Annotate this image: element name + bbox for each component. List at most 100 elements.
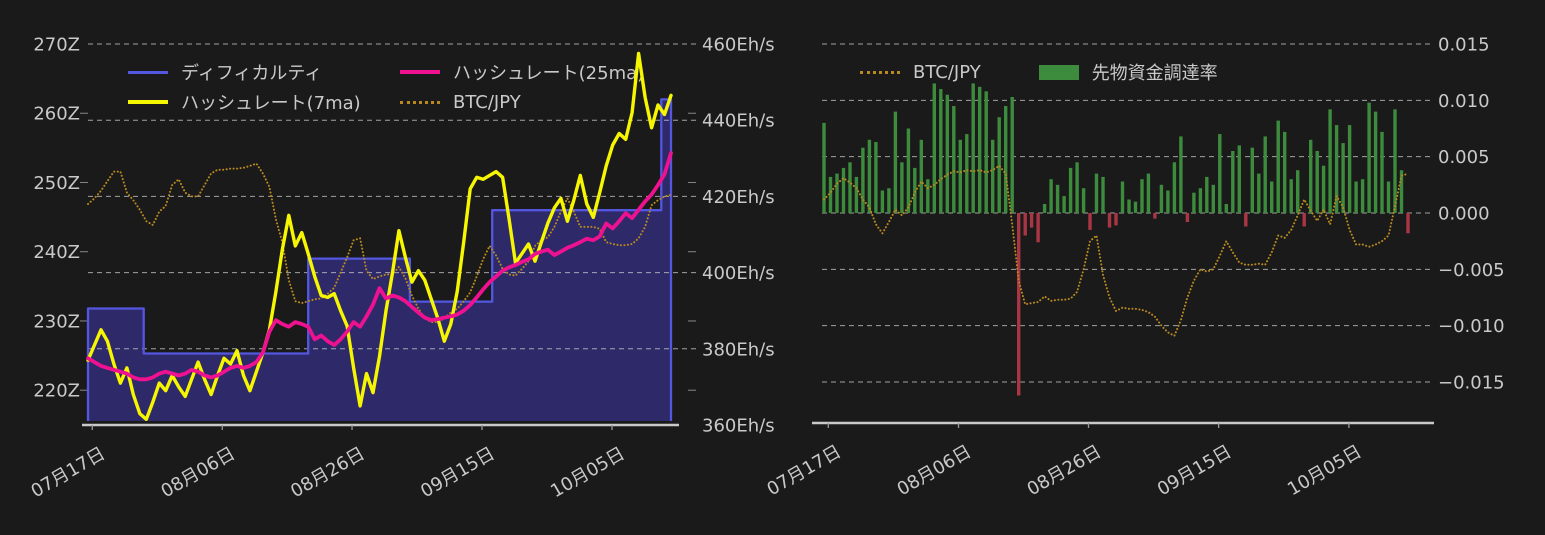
funding-bar <box>1120 181 1125 213</box>
legend-label-btcjpy-right: BTC/JPY <box>913 61 981 83</box>
y-axis-right-label: 460Eh/s <box>702 35 775 56</box>
funding-bar <box>861 147 865 213</box>
funding-bar <box>1315 151 1319 213</box>
legend-label-hashrate-25ma: ハッシュレート(25ma) <box>453 63 645 84</box>
y-axis-right-label: 0.015 <box>1438 34 1490 55</box>
funding-bar <box>893 111 898 213</box>
funding-bar <box>1017 213 1021 396</box>
x-tick-label: 10月05日 <box>547 443 628 502</box>
legend-item-hashrate-25ma[interactable]: ハッシュレート(25ma) <box>400 59 644 85</box>
funding-bar <box>1029 213 1034 228</box>
funding-bar <box>1386 181 1391 213</box>
funding-bar <box>1296 170 1300 213</box>
btcjpy-dotted-line <box>87 162 672 324</box>
legend-label-btcjpy-left: BTC/JPY <box>453 91 521 113</box>
legend-label-funding-rate: 先物資金調達率 <box>1091 63 1218 84</box>
y-axis-right-label: −0.010 <box>1438 316 1505 337</box>
funding-bar <box>997 117 1001 213</box>
funding-bar <box>1159 184 1164 213</box>
funding-bar <box>1399 170 1404 213</box>
difficulty-step-line <box>86 98 673 421</box>
funding-bar <box>1172 162 1177 213</box>
funding-bar <box>1179 136 1183 213</box>
funding-bar <box>945 94 949 213</box>
funding-bar <box>1153 213 1157 219</box>
funding-bar <box>880 190 885 213</box>
legend-item-hashrate-7ma[interactable]: ハッシュレート(7ma) <box>128 89 400 115</box>
funding-bar <box>1309 139 1313 213</box>
funding-bar <box>841 167 846 213</box>
y-axis-right-label: 440Eh/s <box>702 111 775 132</box>
funding-bar <box>965 134 969 213</box>
funding-bar <box>1185 213 1190 222</box>
funding-bar <box>1231 151 1235 213</box>
y-axis-left-label: 240Z <box>33 242 80 263</box>
funding-bar <box>958 139 962 213</box>
funding-bar <box>1198 188 1203 213</box>
hashrate-25ma-line <box>86 151 673 382</box>
funding-bar <box>1373 111 1378 213</box>
funding-bar <box>848 162 852 213</box>
y-axis-right-label: 400Eh/s <box>702 263 775 284</box>
funding-bar <box>1276 120 1280 213</box>
funding-bar <box>1250 147 1254 213</box>
right-chart-funding-rate: 07月17日 08月06日 08月26日 09月15日 10月05日 0.015 0.010… <box>763 34 1504 500</box>
funding-bar <box>978 86 982 213</box>
x-tick-label: 08月26日 <box>1024 441 1105 500</box>
funding-bar <box>1192 192 1196 213</box>
x-tick-label: 08月26日 <box>287 443 368 502</box>
difficulty-area-fill <box>88 99 671 422</box>
funding-bar <box>1088 213 1092 230</box>
funding-bar <box>939 89 943 213</box>
funding-bar <box>1133 201 1138 213</box>
legend-item-difficulty[interactable]: ディフィカルティ <box>128 59 400 85</box>
funding-bar <box>1114 213 1118 226</box>
funding-bar <box>1211 184 1215 213</box>
funding-bar <box>991 139 995 213</box>
funding-bar <box>1406 213 1410 234</box>
funding-bar <box>1302 213 1306 227</box>
funding-bar <box>1283 131 1287 213</box>
legend-label-difficulty: ディフィカルティ <box>181 63 323 84</box>
y-axis-right-label: −0.005 <box>1438 260 1505 281</box>
funding-bar <box>1218 134 1222 213</box>
funding-bar <box>1094 173 1099 213</box>
y-axis-right-label: 0.000 <box>1438 204 1490 225</box>
legend-item-btcjpy-left[interactable]: BTC/JPY <box>400 89 644 115</box>
funding-bar <box>1289 179 1293 213</box>
funding-bar <box>1042 204 1047 213</box>
x-tick-label: 10月05日 <box>1284 441 1365 500</box>
funding-bar <box>828 176 833 213</box>
funding-bar <box>1237 145 1241 213</box>
funding-bar <box>1036 213 1040 243</box>
funding-bar <box>1341 143 1345 213</box>
y-axis-left-label: 260Z <box>33 104 80 125</box>
y-axis-right-label: 380Eh/s <box>702 339 775 360</box>
difficulty-line-swatch-icon <box>128 70 168 74</box>
funding-bar <box>1244 213 1248 227</box>
x-tick-label: 07月17日 <box>27 443 108 502</box>
funding-bar <box>1107 213 1112 228</box>
legend-item-btcjpy-right[interactable]: BTC/JPY <box>860 59 981 85</box>
btcjpy-dotted-line <box>823 164 1409 338</box>
funding-bar <box>1146 173 1151 213</box>
btcjpy-dotted-line-swatch-icon <box>400 100 440 104</box>
funding-bar <box>919 139 923 213</box>
funding-bar <box>1263 136 1267 213</box>
funding-bar <box>900 162 904 213</box>
funding-bar <box>913 167 917 213</box>
funding-bar <box>822 122 826 213</box>
funding-bar <box>1010 97 1014 213</box>
funding-bar <box>1354 181 1358 213</box>
funding-rate-bar-swatch-icon <box>1038 64 1079 80</box>
x-tick-label: 08月06日 <box>894 441 975 500</box>
funding-bar <box>1360 179 1365 213</box>
funding-bar <box>932 83 936 214</box>
left-chart-legend: ディフィカルティ ハッシュレート(25ma) ハッシュレート(7ma) BTC/… <box>128 59 644 115</box>
legend-item-funding-rate[interactable]: 先物資金調達率 <box>1038 59 1218 85</box>
funding-bar <box>1257 173 1261 213</box>
funding-bar <box>1062 196 1066 213</box>
funding-bar <box>1393 109 1397 213</box>
funding-bar <box>1166 190 1170 213</box>
